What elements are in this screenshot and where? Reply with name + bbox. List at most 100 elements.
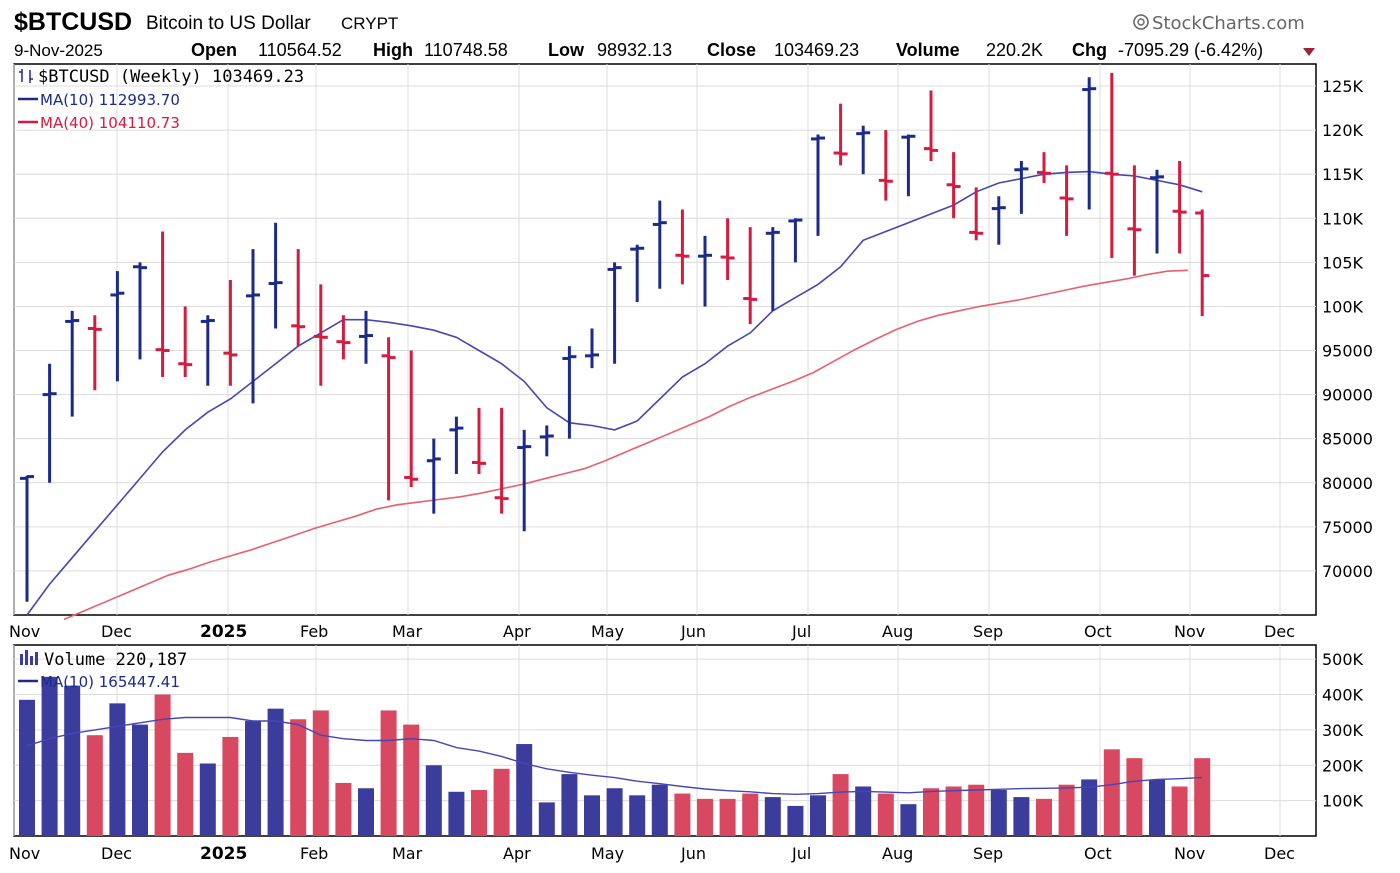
ohlc-bar <box>969 187 984 241</box>
volume-x-tick-label: Dec <box>1264 844 1295 863</box>
ohlc-bar <box>1172 160 1187 254</box>
volume-bar <box>629 795 646 836</box>
price-panel: 125K 120K 115K 110K 105K 100K 95000 90000 85000 8… <box>9 63 1373 642</box>
symbol-title: $BTCUSD <box>14 8 132 36</box>
ohlc-bar <box>517 429 532 532</box>
price-x-tick-label: Jul <box>791 622 811 641</box>
volume-x-tick-label: Feb <box>300 844 328 863</box>
price-y-tick-label: 110K <box>1322 209 1364 228</box>
ohlc-bar <box>404 350 419 488</box>
volume-bar <box>832 774 849 836</box>
ohlc-bar <box>698 235 712 307</box>
volume-bar <box>764 797 781 836</box>
volume-x-tick-label: Nov <box>1174 844 1205 863</box>
ma10-legend: MA(10) 112993.70 <box>40 91 180 109</box>
volume-x-tick-label: Aug <box>882 844 913 863</box>
price-y-tick-label: 120K <box>1322 121 1364 140</box>
price-x-tick-label: Aug <box>882 622 913 641</box>
ohlc-bar <box>472 407 486 474</box>
low-label: Low <box>548 40 585 60</box>
ohlc-bar <box>336 315 351 360</box>
ohlc-bar <box>901 134 916 197</box>
volume-bar <box>561 774 578 836</box>
volume-bar <box>312 710 329 836</box>
ohlc-bar <box>494 407 509 514</box>
volume-x-tick-label: Jul <box>791 844 811 863</box>
volume-bar <box>697 798 713 836</box>
volume-x-tick-label: Nov <box>9 844 40 863</box>
price-x-tick-label: Mar <box>392 622 423 641</box>
ohlc-bar <box>426 438 441 514</box>
volume-bar <box>674 793 691 836</box>
volume-bar <box>1149 779 1165 836</box>
volume-bar <box>64 685 81 836</box>
ohlc-bar <box>607 262 622 364</box>
volume-bar <box>1126 758 1143 836</box>
ohlc-bar <box>381 337 396 501</box>
ohlc-bar <box>42 363 57 483</box>
ohlc-bar <box>652 200 667 289</box>
volume-ma10-series-line <box>26 716 1203 796</box>
ohlc-bar <box>539 425 554 457</box>
ohlc-bar <box>246 249 260 404</box>
volume-y-tick-label: 400K <box>1322 686 1364 705</box>
ohlc-bar <box>1082 77 1097 210</box>
ohlc-bar <box>562 346 577 439</box>
volume-bar <box>787 805 804 836</box>
price-legend: $BTCUSD (Weekly) 103469.23 MA(10) 112993… <box>18 67 304 132</box>
price-legend-main: $BTCUSD (Weekly) 103469.23 <box>38 67 304 87</box>
ohlc-bar <box>1037 152 1051 184</box>
chg-value: -7095.29 (-6.42%) <box>1118 40 1263 60</box>
ohlc-bar <box>811 134 825 236</box>
ohlc-bar <box>878 130 893 201</box>
price-y-tick-label: 75000 <box>1322 518 1373 537</box>
ohlc-bar <box>1150 169 1164 254</box>
volume-x-tick-label: Sep <box>973 844 1003 863</box>
price-x-axis: Nov Dec 2025 Feb Mar Apr May Jun Jul Aug Sep Oct Nov… <box>9 622 1295 642</box>
volume-x-tick-label: 2025 <box>200 844 247 864</box>
open-label: Open <box>191 40 237 60</box>
price-y-tick-label: 85000 <box>1322 430 1373 449</box>
price-x-tick-label: 2025 <box>200 622 247 642</box>
price-y-tick-label: 115K <box>1322 165 1364 184</box>
price-x-tick-label: Sep <box>973 622 1003 641</box>
high-value: 110748.58 <box>424 40 508 60</box>
brand-logo[interactable]: StockCharts.com <box>1133 13 1305 34</box>
volume-bar <box>471 790 487 836</box>
ohlc-bar <box>87 315 102 391</box>
volume-bar <box>335 782 352 836</box>
volume-legend-main: Volume 220,187 <box>44 650 187 670</box>
volume-bar <box>1103 749 1120 836</box>
volume-bar <box>19 699 35 836</box>
ohlc-bar <box>946 152 961 219</box>
volume-bar <box>403 724 420 836</box>
volume-ma10-legend: MA(10) 165447.41 <box>40 673 180 691</box>
ohlc-bar <box>20 475 34 602</box>
ohlc-bar <box>991 196 1006 245</box>
volume-y-tick-label: 300K <box>1322 721 1364 740</box>
price-x-tick-label: Feb <box>300 622 328 641</box>
price-x-tick-label: Nov <box>9 622 40 641</box>
volume-bars <box>19 676 1211 836</box>
close-value: 103469.23 <box>774 40 859 60</box>
volume-bar <box>290 719 307 836</box>
volume-legend-icon <box>20 650 38 665</box>
ohlc-bar <box>1127 165 1142 276</box>
volume-y-tick-label: 500K <box>1322 650 1364 669</box>
volume-bar <box>177 752 194 836</box>
volume-bar <box>358 788 374 836</box>
chg-label: Chg <box>1072 40 1107 60</box>
price-x-tick-label: Oct <box>1084 622 1112 641</box>
high-label: High <box>373 40 413 60</box>
volume-bar <box>132 724 148 836</box>
volume-bar <box>1194 758 1211 836</box>
price-ma10-line <box>26 170 1203 616</box>
volume-bar <box>425 765 442 836</box>
price-x-tick-label: Dec <box>1264 622 1295 641</box>
volume-bar <box>877 793 894 836</box>
header-date: 9-Nov-2025 <box>14 41 103 60</box>
volume-bar <box>742 793 759 836</box>
volume-bar <box>493 768 510 836</box>
chg-down-arrow-icon <box>1303 48 1315 56</box>
ohlc-bar <box>223 279 238 386</box>
